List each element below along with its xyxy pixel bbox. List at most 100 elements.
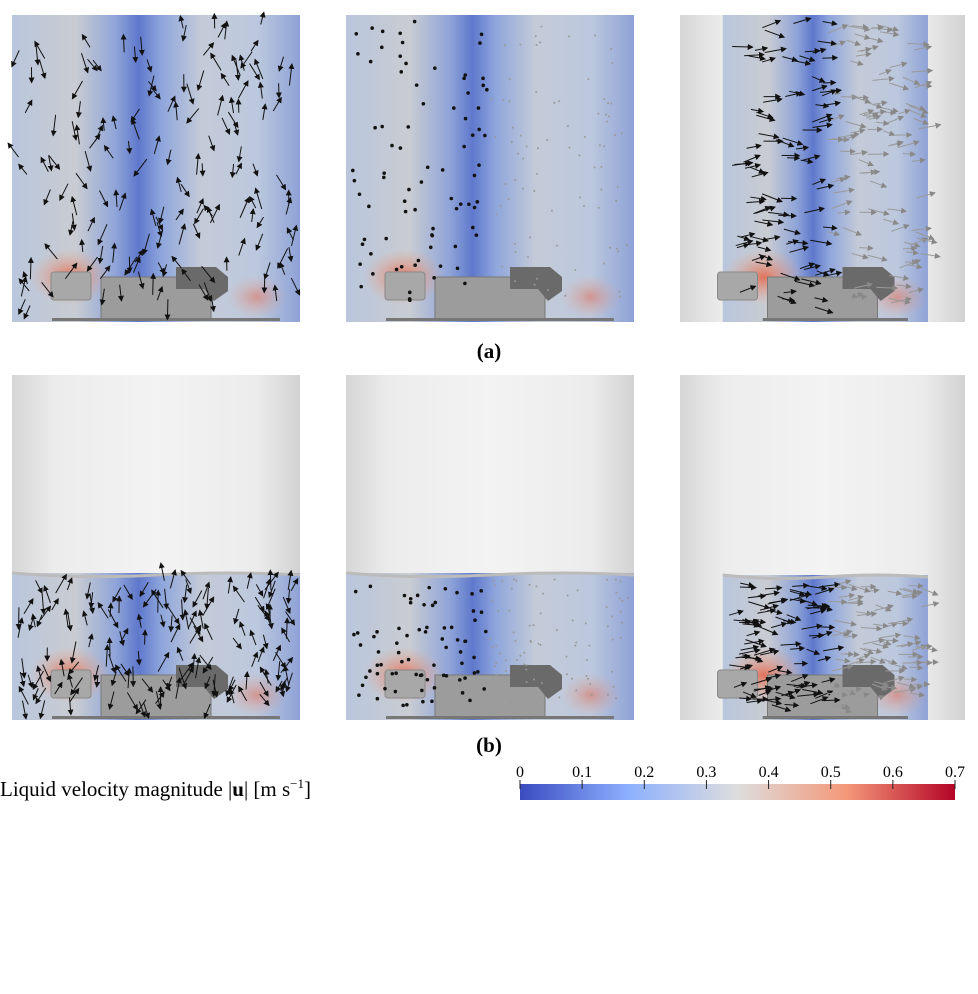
particle [568, 146, 571, 149]
particle [564, 294, 567, 297]
velocity-vector [280, 656, 294, 674]
velocity-vector [291, 224, 299, 247]
particle [376, 650, 381, 654]
velocity-vector [47, 155, 54, 172]
particle [494, 136, 497, 139]
velocity-vector [234, 59, 241, 81]
velocity-vector [187, 610, 197, 629]
velocity-vector [217, 94, 225, 116]
velocity-vector [115, 664, 127, 682]
velocity-vector [902, 76, 921, 85]
particle [610, 48, 613, 51]
particle [428, 245, 433, 250]
velocity-vector [84, 582, 91, 600]
velocity-vector [259, 666, 272, 686]
particle [360, 683, 365, 688]
particle [619, 610, 622, 613]
particle [375, 630, 379, 634]
velocity-vector [887, 207, 908, 214]
particle [533, 283, 536, 286]
velocity-vector [54, 681, 63, 695]
particle [412, 19, 417, 24]
particle [430, 603, 435, 608]
particle [539, 696, 542, 699]
velocity-vector [259, 694, 270, 707]
velocity-vector [758, 689, 772, 696]
impeller-box [50, 271, 92, 301]
particle [449, 196, 454, 201]
velocity-vector [182, 609, 190, 630]
particle [440, 637, 445, 641]
velocity-vector [43, 189, 51, 206]
velocity-vector [137, 271, 145, 290]
velocity-vector [753, 685, 774, 692]
particle [587, 78, 590, 81]
label-text: Liquid velocity magnitude [0, 777, 223, 801]
velocity-vector [117, 284, 124, 302]
particle [407, 187, 411, 192]
free-surface [722, 573, 929, 581]
velocity-vector [782, 137, 804, 146]
particle [471, 609, 476, 613]
velocity-vector [848, 25, 871, 32]
velocity-vector [197, 609, 204, 629]
velocity-vector [742, 691, 757, 699]
particle [431, 226, 435, 231]
velocity-vector [827, 24, 849, 34]
velocity-vector [903, 245, 918, 252]
particle [481, 76, 485, 81]
particle [582, 205, 585, 208]
particle [458, 650, 463, 654]
velocity-vector [87, 633, 94, 648]
velocity-vector [896, 681, 916, 689]
particle [443, 586, 448, 591]
colorbar-tick-label: 0.3 [696, 764, 716, 781]
label-symbol: u [232, 777, 244, 801]
velocity-vector [84, 150, 93, 172]
velocity-vector [907, 41, 930, 48]
velocity-vector [812, 47, 827, 54]
velocity-vector [107, 609, 119, 629]
particle [490, 98, 493, 101]
simulation-panel [346, 15, 634, 322]
velocity-vector [757, 246, 772, 252]
velocity-vector [178, 223, 187, 245]
velocity-vector [250, 39, 259, 52]
velocity-vector [906, 108, 927, 118]
particle [525, 668, 528, 671]
colorbar [520, 784, 955, 800]
particle [476, 670, 480, 674]
velocity-vector [744, 240, 763, 247]
velocity-vector [66, 577, 73, 591]
particle [399, 264, 404, 269]
particle [611, 638, 614, 641]
particle [425, 165, 430, 170]
velocity-vector [879, 31, 900, 37]
velocity-vector [40, 605, 52, 620]
velocity-vector [175, 677, 182, 699]
velocity-vector [173, 101, 180, 121]
velocity-vector [93, 665, 100, 682]
stirrer-blade [510, 267, 562, 301]
velocity-vector [743, 154, 761, 163]
velocity-vector [165, 149, 172, 166]
velocity-vector [287, 569, 294, 590]
particle [394, 671, 398, 676]
velocity-vector [751, 254, 767, 262]
particle [393, 689, 398, 694]
particle [537, 642, 540, 645]
velocity-vector [744, 162, 762, 169]
velocity-vector [762, 218, 785, 225]
particle [578, 154, 581, 157]
velocity-vector [866, 112, 879, 119]
velocity-vector [288, 63, 295, 86]
particle [619, 636, 622, 639]
velocity-vector [789, 245, 810, 253]
particle [520, 134, 523, 137]
velocity-vector [850, 128, 866, 134]
velocity-vector [838, 584, 858, 592]
colorbar-label: Liquid velocity magnitude |u| [m s−1] [0, 776, 311, 802]
particle [404, 61, 408, 66]
velocity-vector [124, 256, 138, 276]
high-velocity-region [226, 673, 287, 717]
